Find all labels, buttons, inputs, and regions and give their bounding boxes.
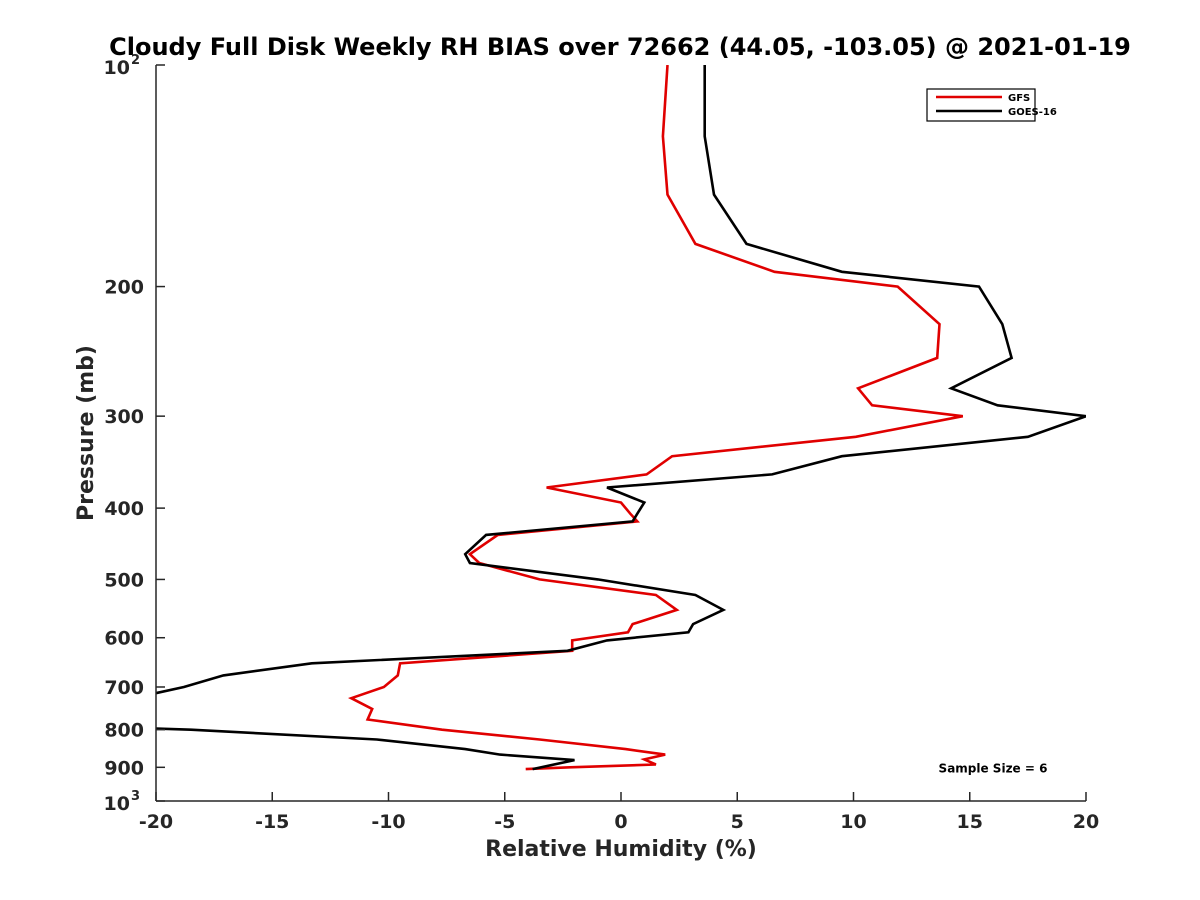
y-tick-label-exponent: 3 bbox=[131, 789, 140, 804]
y-tick-label: 500 bbox=[104, 569, 144, 591]
y-tick-label: 700 bbox=[104, 677, 144, 699]
x-axis-label: Relative Humidity (%) bbox=[485, 837, 757, 862]
y-tick-label: 900 bbox=[104, 757, 144, 779]
y-axis-label: Pressure (mb) bbox=[74, 345, 99, 521]
x-tick-label: -5 bbox=[494, 811, 515, 833]
x-tick-label: -20 bbox=[139, 811, 173, 833]
legend-box bbox=[926, 88, 1036, 122]
y-tick-label: 300 bbox=[104, 406, 144, 428]
legend-label-gfs: GFS bbox=[1008, 93, 1030, 104]
x-tick-label: 15 bbox=[957, 811, 983, 833]
chart-title: Cloudy Full Disk Weekly RH BIAS over 726… bbox=[109, 33, 1131, 61]
y-tick-label: 400 bbox=[104, 498, 144, 520]
legend-label-goes-16: GOES-16 bbox=[1008, 107, 1057, 118]
annotations: Sample Size = 6 bbox=[939, 761, 1048, 775]
y-tick-label: 10 bbox=[104, 793, 130, 815]
legend: GFS GOES-16 bbox=[926, 88, 1057, 122]
series-line-gfs bbox=[348, 65, 964, 771]
x-tick-label: -15 bbox=[255, 811, 289, 833]
series-layer bbox=[156, 65, 1086, 771]
y-tick-label-exponent: 2 bbox=[131, 53, 140, 68]
y-tick-label: 800 bbox=[104, 720, 144, 742]
x-tick-label: 10 bbox=[840, 811, 866, 833]
y-tick-label: 200 bbox=[104, 277, 144, 299]
x-tick-label: -10 bbox=[371, 811, 405, 833]
y-tick-label: 10 bbox=[104, 57, 130, 79]
x-tick-label: 5 bbox=[731, 811, 744, 833]
series-line-goes-16 bbox=[156, 65, 1086, 771]
annotation-sample-size: Sample Size = 6 bbox=[939, 761, 1048, 775]
y-tick-label: 600 bbox=[104, 628, 144, 650]
x-tick-label: 0 bbox=[614, 811, 627, 833]
x-tick-label: 20 bbox=[1073, 811, 1099, 833]
